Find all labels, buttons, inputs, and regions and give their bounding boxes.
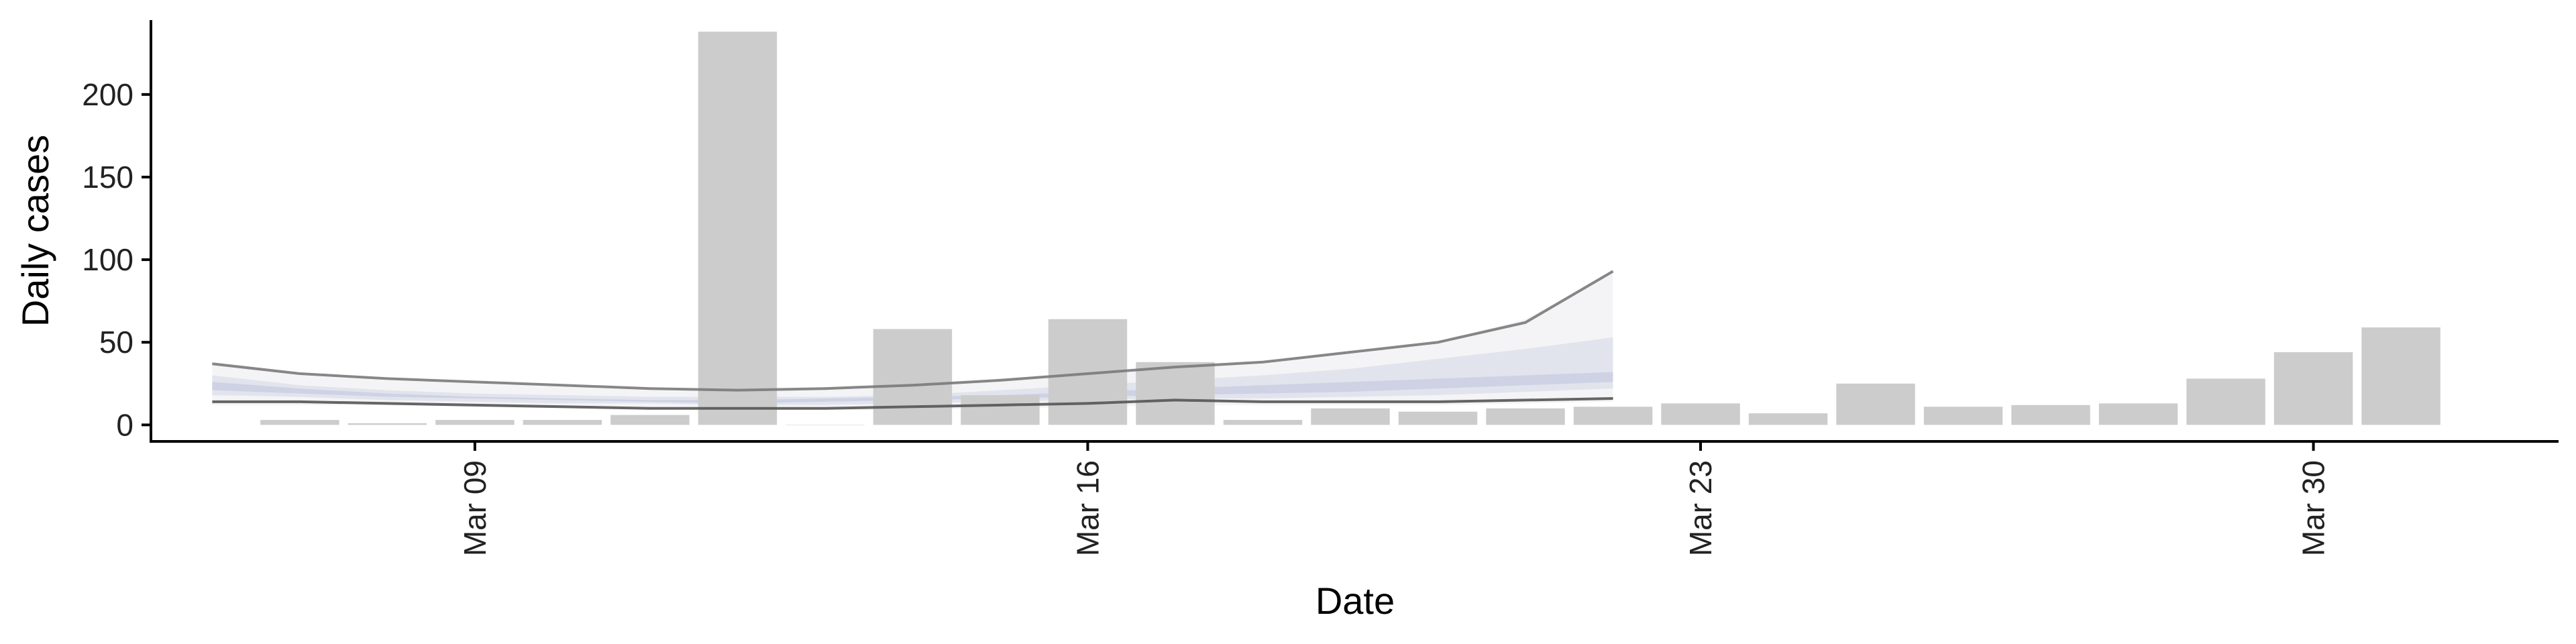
bar-day-30 xyxy=(2273,352,2353,425)
y-tick-label: 50 xyxy=(99,325,133,360)
y-tick-label: 200 xyxy=(82,77,133,112)
bar-day-20 xyxy=(1398,411,1478,425)
bar-day-21 xyxy=(1486,408,1565,425)
y-tick-label: 100 xyxy=(82,242,133,277)
y-axis-title: Daily cases xyxy=(14,135,56,327)
bar-day-25 xyxy=(1836,383,1915,425)
x-tick-label: Mar 23 xyxy=(1683,460,1718,556)
x-axis-title: Date xyxy=(1316,580,1395,622)
x-tick-label: Mar 09 xyxy=(458,460,492,556)
uncertainty-band-1 xyxy=(212,271,1613,411)
x-tick-label: Mar 30 xyxy=(2296,460,2331,556)
bar-day-18 xyxy=(1223,419,1303,425)
axes xyxy=(150,20,2559,443)
bar-day-10 xyxy=(523,419,602,425)
bar-day-14 xyxy=(873,329,953,425)
bar-day-23 xyxy=(1661,403,1740,425)
bar-day-26 xyxy=(1923,407,2003,425)
y-ticks: 0 50 100 150 200 xyxy=(82,77,151,442)
projection-line-2 xyxy=(212,396,1613,410)
x-tick-label: Mar 16 xyxy=(1070,460,1105,556)
bar-day-27 xyxy=(2011,405,2090,425)
bar-day-29 xyxy=(2186,378,2265,425)
bar-day-22 xyxy=(1573,407,1653,425)
bar-day-24 xyxy=(1748,413,1828,425)
bar-day-12 xyxy=(698,32,777,425)
bar-day-15 xyxy=(961,395,1040,425)
bar-day-28 xyxy=(2098,403,2178,425)
bar-day-8 xyxy=(347,423,427,425)
projection-lines xyxy=(212,270,1614,410)
y-tick-label: 150 xyxy=(82,160,133,195)
daily-case-bars xyxy=(260,32,2440,425)
y-tick-label: 0 xyxy=(116,407,133,442)
bar-day-19 xyxy=(1311,408,1390,425)
projection-line-1 xyxy=(212,270,1614,392)
bar-day-9 xyxy=(435,419,515,425)
bar-day-11 xyxy=(610,415,690,425)
bar-day-7 xyxy=(260,419,339,425)
bar-day-31 xyxy=(2361,327,2440,425)
bar-day-17 xyxy=(1136,362,1215,425)
x-ticks: Mar 09 Mar 16 Mar 23 Mar 30 xyxy=(458,441,2331,556)
